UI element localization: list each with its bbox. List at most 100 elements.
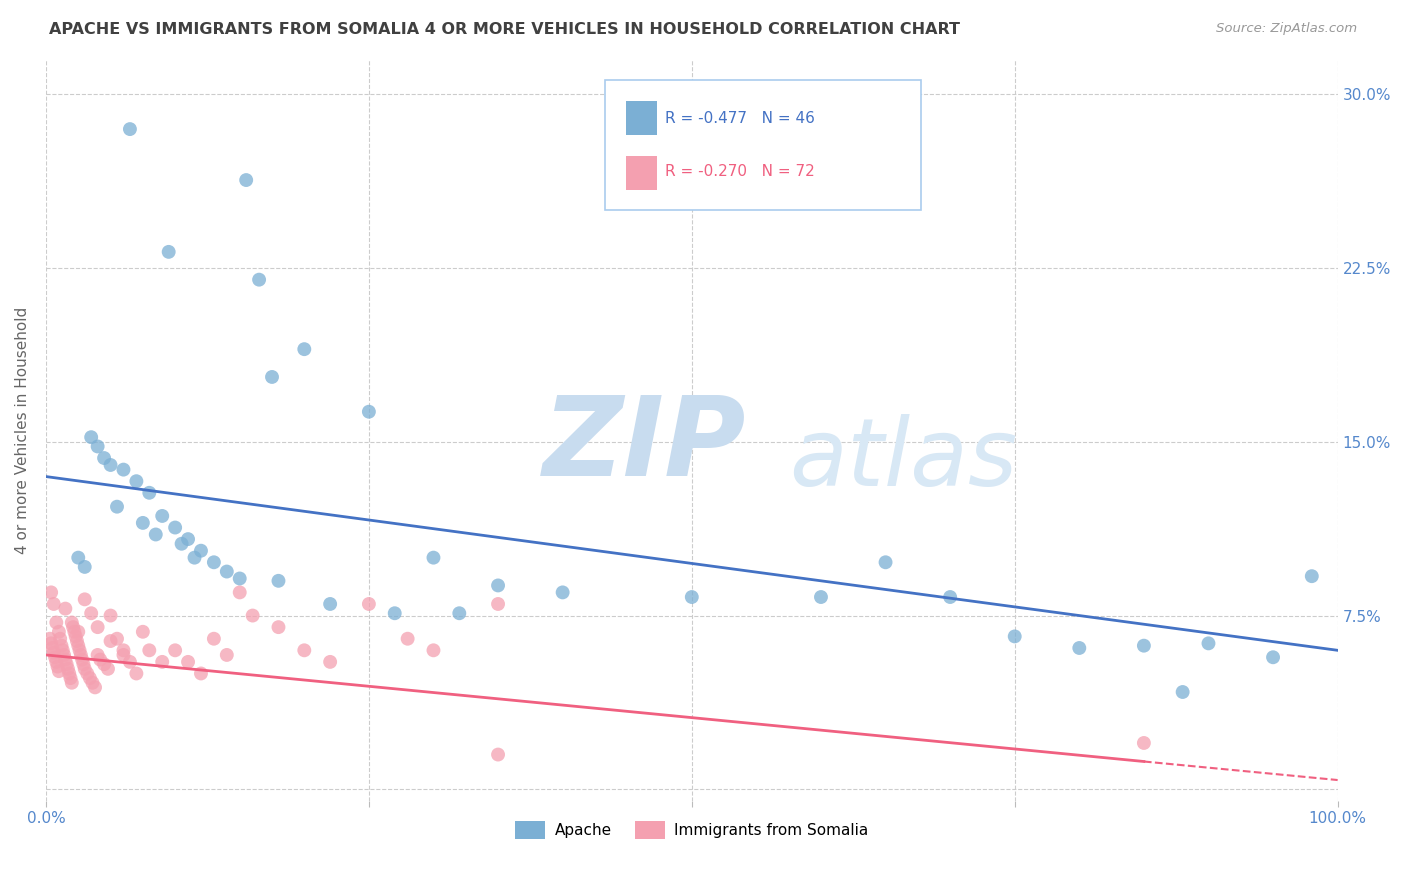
Point [112,643,135,657]
Point [53,601,76,615]
Point [1069,640,1091,655]
Point [48,624,70,639]
Point [52,643,75,657]
Point [53,648,76,662]
Point [1301,569,1323,583]
Point [63,624,86,639]
Point [242,608,264,623]
Point [422,643,444,657]
Point [46,659,69,673]
Point [202,555,225,569]
Point [267,574,290,588]
Point [67,550,90,565]
Point [1198,636,1220,650]
Point [449,606,471,620]
Text: R = -0.477   N = 46: R = -0.477 N = 46 [665,111,815,126]
Point [82,675,104,690]
Point [86,620,108,634]
Point [384,606,406,620]
Point [73,662,96,676]
Point [486,747,509,762]
Point [125,474,148,488]
Point [165,520,187,534]
Point [45,655,67,669]
Point [67,639,90,653]
Point [100,608,122,623]
Point [1171,685,1194,699]
Point [118,655,141,669]
Point [357,597,380,611]
Point [138,643,160,657]
Point [138,485,160,500]
Point [228,572,250,586]
Point [183,550,205,565]
Point [58,666,80,681]
Point [939,590,962,604]
Point [49,632,72,646]
Point [260,370,283,384]
Point [51,639,73,653]
Point [100,458,122,472]
Point [70,652,93,666]
Point [165,643,187,657]
Point [69,643,91,657]
Point [89,652,111,666]
Point [875,555,897,569]
Point [422,550,444,565]
Point [132,624,155,639]
Point [65,629,87,643]
Point [190,666,212,681]
Point [60,615,83,630]
Point [177,532,200,546]
Point [67,624,90,639]
Point [39,585,62,599]
Point [486,578,509,592]
Point [44,650,66,665]
Point [56,662,79,676]
Point [93,657,115,672]
Point [100,634,122,648]
Point [86,440,108,454]
Point [551,585,574,599]
Point [292,643,315,657]
Point [396,632,419,646]
Point [132,516,155,530]
Point [1004,629,1026,643]
Point [292,342,315,356]
Point [93,450,115,465]
Point [39,636,62,650]
Point [38,632,60,646]
Point [235,173,257,187]
Point [66,634,89,648]
Point [112,648,135,662]
Point [70,648,93,662]
Point [55,657,77,672]
Text: R = -0.270   N = 72: R = -0.270 N = 72 [665,164,815,179]
Point [150,508,173,523]
Point [80,430,103,444]
Point [73,560,96,574]
Text: APACHE VS IMMIGRANTS FROM SOMALIA 4 OR MORE VEHICLES IN HOUSEHOLD CORRELATION CH: APACHE VS IMMIGRANTS FROM SOMALIA 4 OR M… [49,22,960,37]
Point [80,606,103,620]
Point [45,615,67,630]
Point [810,590,832,604]
Point [59,671,82,685]
Point [79,671,101,685]
Point [60,675,83,690]
Point [42,597,65,611]
Point [72,657,94,672]
Point [150,655,173,669]
Point [48,664,70,678]
Point [228,585,250,599]
Point [319,597,342,611]
Point [1133,639,1156,653]
Point [105,632,128,646]
Y-axis label: 4 or more Vehicles in Household: 4 or more Vehicles in Household [15,307,30,554]
Point [73,592,96,607]
Point [267,620,290,634]
Point [53,652,76,666]
Point [76,666,98,681]
Point [112,462,135,476]
Point [247,273,270,287]
Point [105,500,128,514]
